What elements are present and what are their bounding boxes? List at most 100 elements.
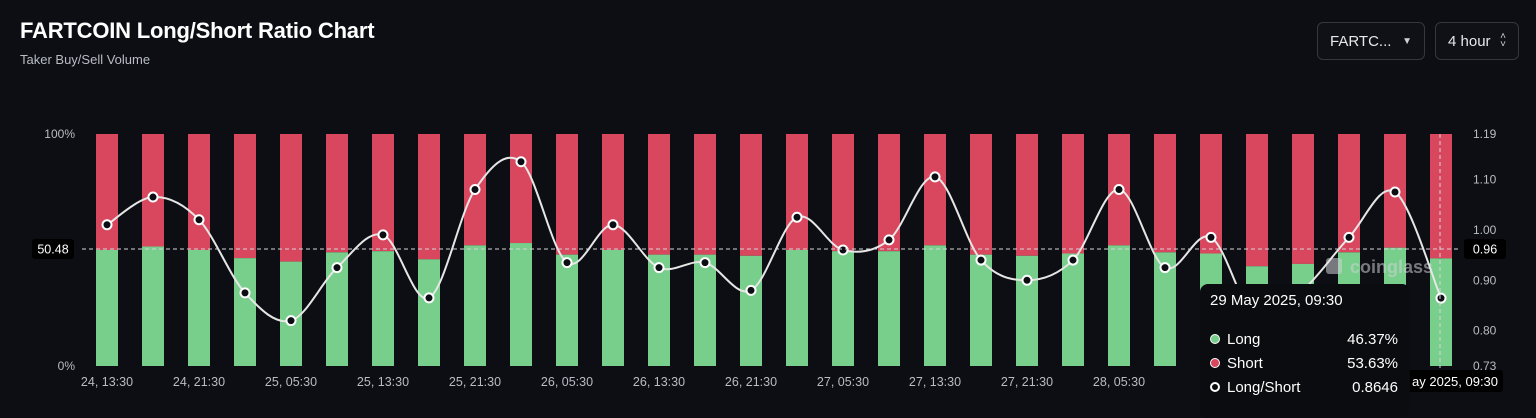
crosshair-layer: 50.48 0.96 ay 2025, 09:30 xyxy=(32,134,1506,392)
x-tick-label: 26, 21:30 xyxy=(725,375,777,389)
x-tick-label: 25, 13:30 xyxy=(357,375,409,389)
tooltip-label: Long xyxy=(1227,330,1261,348)
short-bar xyxy=(1338,134,1360,253)
short-bar xyxy=(372,134,394,252)
short-bar xyxy=(648,134,670,255)
updown-chevron-icon: ˄ ˅ xyxy=(1500,31,1506,50)
ratio-point xyxy=(607,219,619,231)
tooltip-label: Short xyxy=(1227,354,1263,372)
long-bar xyxy=(142,246,164,366)
long-bar xyxy=(280,261,302,366)
coinglass-logo-icon xyxy=(1326,258,1342,274)
long-bar xyxy=(1016,255,1038,366)
short-bar xyxy=(96,134,118,250)
ratio-point xyxy=(837,244,849,256)
ratio-point xyxy=(377,229,389,241)
tooltip-row-ratio: Long/Short 0.8646 xyxy=(1210,375,1398,399)
x-tick-label: 24, 21:30 xyxy=(173,375,225,389)
ratio-point xyxy=(1435,292,1447,304)
short-bar xyxy=(1246,134,1268,267)
long-bar xyxy=(1108,245,1130,366)
short-bar xyxy=(188,134,210,250)
short-bar xyxy=(556,134,578,255)
symbol-select-value: FARTC... xyxy=(1330,32,1392,50)
short-bar xyxy=(1016,134,1038,256)
short-bar xyxy=(1200,134,1222,254)
ratio-point xyxy=(1021,274,1033,286)
ratio-points xyxy=(101,156,1447,327)
crosshair-x-value: ay 2025, 09:30 xyxy=(1412,374,1498,389)
ratio-point xyxy=(515,156,527,168)
short-bar xyxy=(1154,134,1176,253)
watermark-layer: coinglass xyxy=(1326,257,1433,277)
crosshair-right-badge xyxy=(1464,239,1506,259)
short-bar xyxy=(924,134,946,246)
x-tick-label: 27, 13:30 xyxy=(909,375,961,389)
tooltip-value: 46.37% xyxy=(1347,330,1398,348)
long-bar xyxy=(556,254,578,366)
chevron-down-icon: ▼ xyxy=(1402,35,1412,47)
long-bar xyxy=(234,258,256,366)
short-bar xyxy=(602,134,624,250)
ratio-point xyxy=(147,191,159,203)
chart-title: FARTCOIN Long/Short Ratio Chart xyxy=(20,18,375,43)
long-short-ratio-line xyxy=(106,156,1442,324)
x-axis-labels: 24, 13:30 24, 21:30 25, 05:30 25, 13:30 25, … xyxy=(81,375,1218,389)
symbol-select[interactable]: FARTC... ▼ xyxy=(1317,22,1425,60)
tooltip-row-long: Long 46.37% xyxy=(1210,327,1398,351)
tooltip: 29 May 2025, 09:30 Long 46.37% Short 53.… xyxy=(1200,284,1410,418)
long-bar xyxy=(924,245,946,366)
short-bar xyxy=(418,134,440,260)
short-bar xyxy=(878,134,900,252)
long-bar xyxy=(418,259,440,366)
ratio-point xyxy=(1343,231,1355,243)
ratio-point xyxy=(929,171,941,183)
tooltip-row-short: Short 53.63% xyxy=(1210,351,1398,375)
short-bar xyxy=(832,134,854,252)
y-axis-labels: 100% 0% 1.19 1.10 1.00 0.90 0.80 0.73 xyxy=(44,127,1496,373)
y-right-tick-label: 1.10 xyxy=(1473,172,1497,186)
long-bar xyxy=(786,250,808,366)
ratio-point xyxy=(791,211,803,223)
long-bar xyxy=(832,251,854,366)
x-tick-label: 25, 05:30 xyxy=(265,375,317,389)
y-right-tick-label: 1.19 xyxy=(1473,127,1497,141)
ratio-point xyxy=(699,257,711,269)
ratio-point xyxy=(1389,186,1401,198)
long-bar xyxy=(510,243,532,366)
short-bar xyxy=(510,134,532,244)
x-tick-label: 24, 13:30 xyxy=(81,375,133,389)
short-bar xyxy=(970,134,992,255)
ratio-point xyxy=(193,214,205,226)
long-bar xyxy=(1062,253,1084,366)
long-bar xyxy=(96,250,118,366)
ratio-point xyxy=(745,284,757,296)
watermark-text: coinglass xyxy=(1350,257,1433,277)
ratio-point xyxy=(285,315,297,327)
y-right-tick-label: 1.00 xyxy=(1473,223,1497,237)
long-bar xyxy=(970,254,992,366)
tooltip-value: 0.8646 xyxy=(1352,378,1398,396)
long-bar xyxy=(1154,252,1176,366)
x-tick-label: 28, 05:30 xyxy=(1093,375,1145,389)
x-tick-label: 26, 13:30 xyxy=(633,375,685,389)
y-left-tick-label: 0% xyxy=(58,359,76,373)
tooltip-value: 53.63% xyxy=(1347,354,1398,372)
short-bar xyxy=(234,134,256,259)
crosshair-left-value: 50.48 xyxy=(37,243,68,257)
ratio-point xyxy=(1159,262,1171,274)
ratio-point xyxy=(1113,183,1125,195)
short-bar xyxy=(694,134,716,255)
short-bar xyxy=(1292,134,1314,264)
y-right-tick-label: 0.80 xyxy=(1473,324,1497,338)
interval-select[interactable]: 4 hour ˄ ˅ xyxy=(1435,22,1519,60)
ratio-legend-dot xyxy=(1210,382,1220,392)
y-right-tick-label: 0.73 xyxy=(1473,359,1497,373)
crosshair-left-badge xyxy=(32,239,74,259)
ratio-point xyxy=(653,262,665,274)
long-bar xyxy=(464,245,486,366)
ratio-point xyxy=(239,287,251,299)
tooltip-date: 29 May 2025, 09:30 xyxy=(1210,292,1343,309)
chart-subtitle: Taker Buy/Sell Volume xyxy=(20,52,151,67)
long-bar xyxy=(188,250,210,366)
